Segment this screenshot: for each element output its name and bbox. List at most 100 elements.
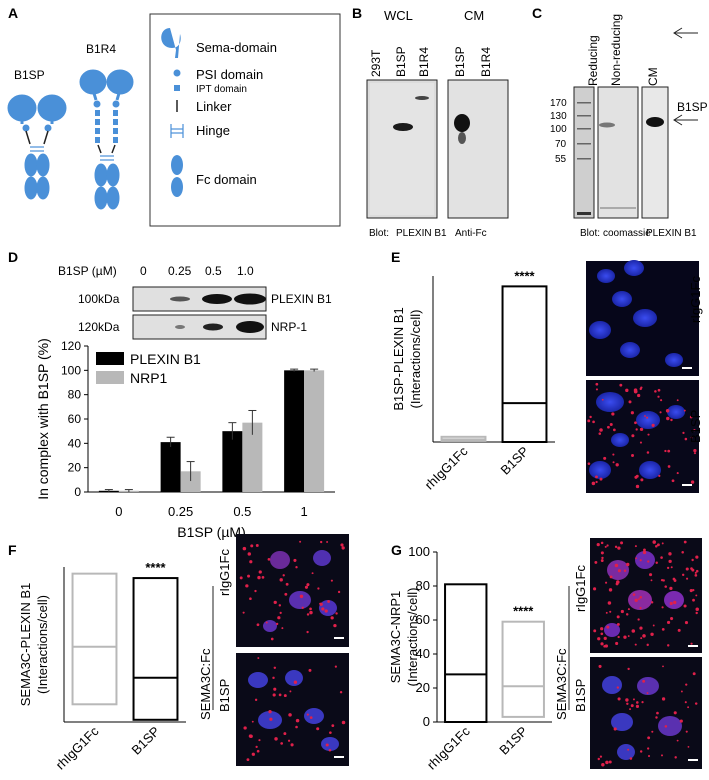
pla-signal-dot xyxy=(587,419,591,423)
pla-signal-dot xyxy=(309,607,312,611)
legend-psi-label: PSI domain xyxy=(196,67,263,82)
pla-signal-dot xyxy=(692,589,695,592)
pla-signal-dot xyxy=(599,755,603,758)
g-y-tick-label: 40 xyxy=(416,646,430,661)
pla-signal-dot xyxy=(341,720,346,725)
pla-signal-dot xyxy=(242,546,247,551)
pla-signal-dot xyxy=(661,606,664,609)
f-box xyxy=(71,572,118,706)
f-y-axis-label: SEMA3C-PLEXIN B1 xyxy=(18,583,33,707)
pla-signal-dot xyxy=(689,415,693,419)
pla-signal-dot xyxy=(673,600,677,605)
pla-signal-dot xyxy=(646,692,649,694)
pla-signal-dot xyxy=(690,480,695,484)
f-y-axis-label-units: (Interactions/cell) xyxy=(35,595,50,694)
pla-signal-dot xyxy=(617,635,620,639)
pla-signal-dot xyxy=(625,698,629,702)
pla-signal-dot xyxy=(306,583,310,587)
pla-signal-dot xyxy=(274,737,278,741)
legend-sema-label: Sema-domain xyxy=(196,40,277,55)
pla-signal-dot xyxy=(255,745,258,749)
pla-signal-dot xyxy=(597,757,600,761)
pla-signal-dot xyxy=(250,544,254,548)
pla-signal-dot xyxy=(633,388,638,392)
pla-signal-dot xyxy=(639,606,642,610)
pla-signal-dot xyxy=(615,463,619,467)
pla-signal-dot xyxy=(652,540,656,544)
d-y-tick-label: 120 xyxy=(61,339,81,353)
pla-signal-dot xyxy=(589,415,592,419)
b1sp-construct-label: B1SP xyxy=(14,68,45,82)
pla-signal-dot xyxy=(667,465,671,468)
pla-signal-dot xyxy=(667,644,670,647)
pla-signal-dot xyxy=(284,592,288,596)
pla-signal-dot xyxy=(279,611,282,615)
pla-signal-dot xyxy=(666,416,670,421)
pla-signal-dot xyxy=(601,556,604,560)
pla-signal-dot xyxy=(627,635,630,638)
pla-signal-dot xyxy=(607,425,610,429)
g-rlg-label: rIgG1Fc xyxy=(573,565,588,612)
pla-signal-dot xyxy=(601,398,604,401)
d-x-tick-label: 0.5 xyxy=(233,504,251,519)
e-box-chart: rhIgG1Fc B1SP **** B1SP-PLEXIN B1 (Interacti… xyxy=(391,268,555,492)
pla-signal-dot xyxy=(324,609,328,613)
pla-signal-dot xyxy=(650,632,654,637)
pla-signal-dot xyxy=(629,757,633,760)
g-micro-b1sp-image xyxy=(590,657,702,769)
d-x-tick-label: 0 xyxy=(115,504,122,519)
pla-signal-dot xyxy=(644,415,646,417)
pla-signal-dot xyxy=(679,719,683,723)
ladder-gel-image xyxy=(573,86,595,219)
f-micro-b1sp-image xyxy=(236,653,349,766)
pla-signal-dot xyxy=(695,607,699,611)
pla-signal-dot xyxy=(293,558,297,562)
domain-legend: Sema-domain PSI domain IPT domain Linker… xyxy=(161,28,277,197)
pla-signal-dot xyxy=(639,595,643,599)
pla-signal-dot xyxy=(613,727,617,731)
d-name-plexin: PLEXIN B1 xyxy=(271,292,332,306)
pla-signal-dot xyxy=(600,541,604,545)
pla-signal-dot xyxy=(665,409,670,413)
pla-signal-dot xyxy=(339,690,343,694)
panel-label-g: G xyxy=(391,542,402,558)
pla-signal-dot xyxy=(607,601,612,605)
pla-signal-dot xyxy=(600,632,604,636)
d-conc-0: 0 xyxy=(140,264,147,278)
blot-c-plexin: PLEXIN B1 xyxy=(646,228,697,239)
pla-signal-dot xyxy=(681,550,684,554)
pla-signal-dot xyxy=(593,587,597,591)
pla-signal-dot xyxy=(616,615,620,619)
g-box xyxy=(501,620,545,718)
d-y-tick-label: 40 xyxy=(68,436,82,450)
marker-55: 55 xyxy=(555,154,567,165)
pla-signal-dot xyxy=(625,613,629,616)
pla-signal-dot xyxy=(608,588,613,592)
d-y-tick-label: 100 xyxy=(61,363,81,377)
pla-signal-dot xyxy=(674,756,677,759)
e-box xyxy=(501,285,548,443)
pla-signal-dot xyxy=(282,574,285,577)
f-box-chart: rhIgG1Fc B1SP **** SEMA3C-PLEXIN B1 (Interac… xyxy=(18,560,186,772)
pla-signal-dot xyxy=(285,582,289,586)
panel-label-c: C xyxy=(532,5,542,21)
pla-signal-dot xyxy=(681,573,685,577)
pla-signal-dot xyxy=(642,634,646,638)
panel-label-d: D xyxy=(8,249,18,265)
pla-signal-dot xyxy=(269,717,273,721)
pla-signal-dot xyxy=(634,598,638,602)
pla-signal-dot xyxy=(595,382,599,386)
pla-signal-dot xyxy=(242,611,245,614)
pla-signal-dot xyxy=(287,739,291,742)
pla-signal-dot xyxy=(657,395,660,398)
pla-signal-dot xyxy=(609,610,612,613)
pla-signal-dot xyxy=(258,570,262,574)
pla-signal-dot xyxy=(646,416,649,419)
pla-signal-dot xyxy=(690,567,693,570)
panel-label-f: F xyxy=(8,542,17,558)
pla-signal-dot xyxy=(280,742,284,745)
e-micro-rlg-image xyxy=(586,260,699,376)
pla-signal-dot xyxy=(692,598,695,602)
pla-signal-dot xyxy=(664,585,667,588)
f-micro-rlg-image xyxy=(236,534,349,647)
